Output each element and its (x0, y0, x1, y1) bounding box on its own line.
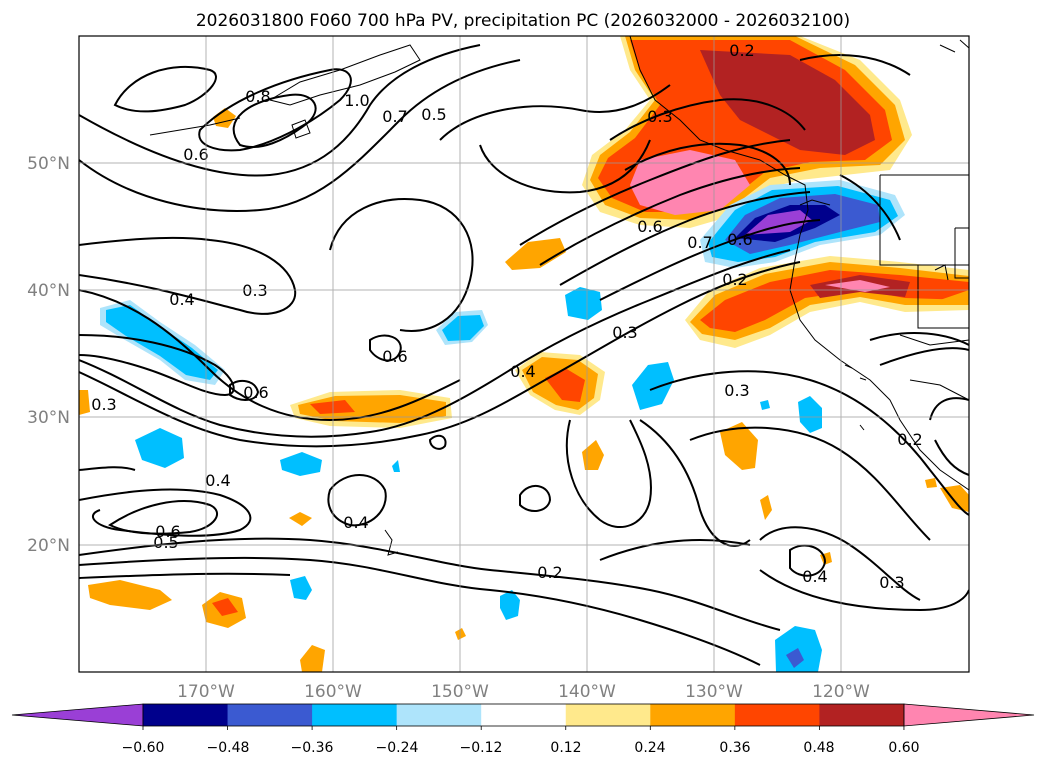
contour-label: 0.7 (382, 107, 407, 126)
colorbar-segment (312, 704, 398, 726)
figure-title: 2026031800 F060 700 hPa PV, precipitatio… (196, 11, 850, 31)
contour-label: 0.4 (510, 362, 535, 381)
contour-label: 0.2 (897, 430, 922, 449)
contour-label: 0.8 (245, 87, 270, 106)
contour-label: 0.4 (343, 513, 368, 532)
colorbar-extend-max (903, 703, 1035, 727)
lon-label: 160°W (304, 682, 362, 702)
contour-label: 0.2 (729, 41, 754, 60)
lon-label: 120°W (812, 682, 870, 702)
contour-label: 0.3 (647, 107, 672, 126)
colorbar-tick-label: 0.60 (888, 740, 919, 756)
colorbar-segment (396, 704, 482, 726)
contour-label: 0.6 (155, 522, 180, 541)
contour-labels: 0.8 1.0 0.7 0.5 0.6 0.2 0.3 0.6 0.7 0.6 … (91, 41, 922, 592)
contour-label: 0.2 (537, 563, 562, 582)
longitude-labels: 170°W 160°W 150°W 140°W 130°W 120°W (177, 682, 870, 702)
colorbar-frame (142, 703, 905, 727)
contour-label: 0.7 (687, 233, 712, 252)
contour-label: 0.6 (183, 145, 208, 164)
colorbar-tick-label: −0.60 (122, 740, 165, 756)
contour-label: 0.2 (722, 270, 747, 289)
colorbar-segment (143, 704, 229, 726)
colorbar-tick-label: −0.48 (207, 740, 250, 756)
contour-label: 0.3 (612, 323, 637, 342)
contour-label: 0.6 (637, 217, 662, 236)
lat-label: 30°N (27, 408, 70, 428)
contour-label: 0.5 (153, 533, 178, 552)
colorbar-segment (481, 704, 567, 726)
lon-label: 140°W (558, 682, 616, 702)
colorbar-tick-label: −0.24 (376, 740, 419, 756)
colorbar-tick-label: −0.36 (291, 740, 334, 756)
colorbar-tick-label: 0.36 (719, 740, 750, 756)
map-panel: 0.8 1.0 0.7 0.5 0.6 0.2 0.3 0.6 0.7 0.6 … (78, 35, 970, 673)
map-frame (78, 35, 970, 673)
contour-label: 0.6 (727, 230, 752, 249)
contour-label: 0.6 (243, 383, 268, 402)
contour-label: 0.6 (382, 347, 407, 366)
contour-label: 0.5 (421, 105, 446, 124)
colorbar-segment (650, 704, 736, 726)
colorbar-tick-label: −0.12 (460, 740, 503, 756)
colorbar-segment (227, 704, 313, 726)
pv-contours (79, 44, 969, 666)
gridlines (79, 36, 969, 672)
colorbar-tick-label: 0.24 (634, 740, 665, 756)
colorbar: −0.60 −0.48 −0.36 −0.24 −0.12 0.12 0.24 … (11, 703, 1035, 756)
lon-label: 150°W (431, 682, 489, 702)
colorbar-segment (819, 704, 905, 726)
coastlines (149, 36, 969, 556)
contour-label: 0.4 (205, 471, 230, 490)
lat-label: 40°N (27, 281, 70, 301)
lat-label: 20°N (27, 536, 70, 556)
lon-label: 130°W (685, 682, 743, 702)
contour-label: 0.4 (802, 567, 827, 586)
colorbar-segment (734, 704, 820, 726)
contour-label: 0.3 (724, 381, 749, 400)
lat-label: 50°N (27, 154, 70, 174)
colorbar-tick-label: 0.12 (550, 740, 581, 756)
colorbar-extend-min (11, 703, 144, 727)
lon-label: 170°W (177, 682, 235, 702)
colorbar-tick-label: 0.48 (803, 740, 834, 756)
latitude-labels: 50°N 40°N 30°N 20°N (27, 154, 70, 556)
colorbar-tick-labels: −0.60 −0.48 −0.36 −0.24 −0.12 0.12 0.24 … (122, 740, 920, 756)
contour-label: 1.0 (344, 91, 369, 110)
contour-label: 0.3 (91, 395, 116, 414)
colorbar-segment (565, 704, 651, 726)
contour-label: 0.4 (169, 290, 194, 309)
contour-label: 0.3 (879, 573, 904, 592)
